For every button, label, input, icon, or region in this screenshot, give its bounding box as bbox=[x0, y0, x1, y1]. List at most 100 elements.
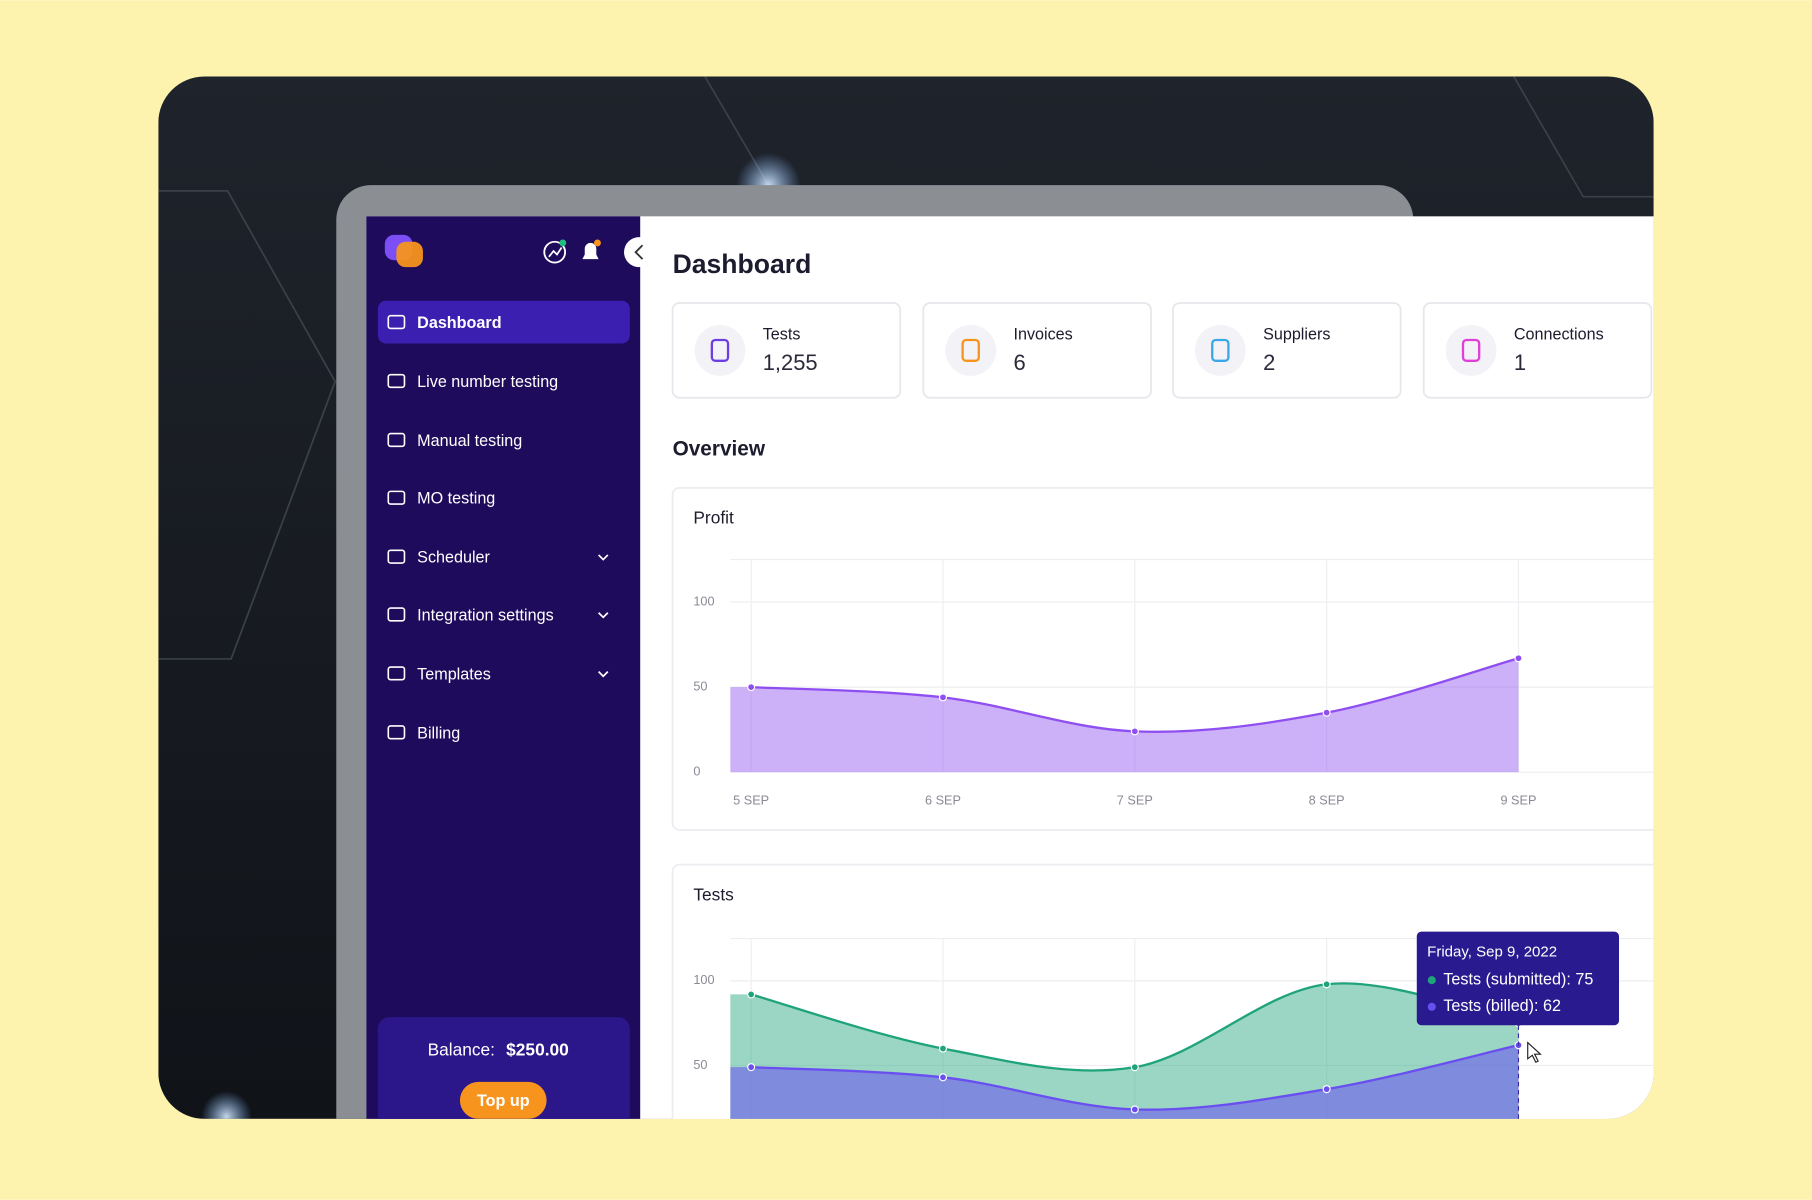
nav-label: Templates bbox=[417, 665, 491, 683]
stat-icon bbox=[961, 338, 980, 362]
top-up-label: Top up bbox=[477, 1092, 530, 1110]
data-point[interactable] bbox=[1322, 708, 1331, 717]
analytics-icon[interactable] bbox=[543, 240, 567, 264]
balance-value: $250.00 bbox=[506, 1039, 569, 1059]
bell-icon[interactable] bbox=[582, 242, 599, 260]
data-point[interactable] bbox=[1514, 654, 1523, 663]
tooltip-swatch bbox=[1427, 976, 1436, 985]
stats: Tests 1,255 Invoices 6 Suppliers 2 Connections… bbox=[671, 302, 1653, 399]
y-tick-label: 0 bbox=[693, 764, 700, 779]
chevron bbox=[597, 554, 609, 561]
stat-icon-bg bbox=[1445, 324, 1497, 376]
stat-icon bbox=[710, 338, 730, 362]
stat-label: Connections bbox=[1514, 326, 1604, 344]
data-point[interactable] bbox=[1322, 980, 1331, 989]
nav-label: Manual testing bbox=[417, 432, 522, 450]
nav-icon bbox=[387, 607, 406, 622]
area-fill bbox=[730, 658, 1519, 773]
tooltip-item: Tests (billed): 62 bbox=[1443, 997, 1561, 1015]
tooltip-swatch bbox=[1427, 1002, 1436, 1011]
stat-card: Connections 1 bbox=[1422, 302, 1653, 399]
nav-item[interactable]: Integration settings bbox=[387, 606, 609, 624]
x-tick-label: 5 SEP bbox=[733, 792, 769, 807]
stat-value: 1 bbox=[1514, 350, 1526, 375]
data-point[interactable] bbox=[938, 693, 948, 702]
data-point[interactable] bbox=[1130, 727, 1139, 736]
nav-item[interactable]: Manual testing bbox=[387, 432, 522, 450]
stat-icon bbox=[1461, 338, 1481, 362]
y-tick-label: 50 bbox=[693, 1057, 707, 1072]
stat-label: Tests bbox=[763, 326, 801, 344]
top-up-button[interactable] bbox=[459, 1081, 547, 1119]
stat-card-bg bbox=[671, 302, 902, 399]
chevron bbox=[597, 671, 609, 678]
chart-title: Profit bbox=[693, 508, 734, 528]
chart-card bbox=[671, 487, 1654, 831]
tooltip-item: Tests (submitted): 75 bbox=[1443, 970, 1593, 988]
stat-label: Invoices bbox=[1013, 326, 1072, 344]
nav-icon bbox=[387, 432, 406, 448]
y-tick-label: 50 bbox=[693, 678, 707, 693]
nav-label: Live number testing bbox=[417, 373, 558, 391]
stat-value: 2 bbox=[1263, 350, 1275, 375]
y-tick-label: 100 bbox=[693, 972, 714, 987]
header-icons bbox=[543, 239, 601, 264]
stat-card: Tests 1,255 bbox=[671, 302, 902, 399]
stat-card-bg bbox=[922, 302, 1152, 399]
nav-item[interactable]: Live number testing bbox=[387, 373, 558, 391]
nav: Dashboard Live number testing Manual testi… bbox=[377, 300, 630, 742]
nav-icon bbox=[387, 666, 406, 681]
nav-icon bbox=[387, 490, 406, 505]
x-tick-label: 7 SEP bbox=[1117, 792, 1153, 807]
data-point[interactable] bbox=[747, 683, 756, 692]
stat-label: Suppliers bbox=[1263, 326, 1330, 344]
card: Dashboard Live number testing Manual testi… bbox=[158, 76, 1654, 1119]
nav-icon bbox=[387, 549, 406, 564]
tooltip-bg bbox=[1416, 931, 1620, 1026]
balance-label: Balance: bbox=[428, 1039, 495, 1059]
data-point[interactable] bbox=[1130, 1105, 1139, 1114]
nav-icon bbox=[387, 373, 406, 389]
stat-card-bg bbox=[1422, 302, 1653, 399]
page-title: Dashboard bbox=[673, 249, 812, 279]
nav-label: Integration settings bbox=[417, 606, 554, 624]
data-point[interactable] bbox=[938, 1073, 948, 1082]
stat-icon-bg bbox=[945, 324, 997, 376]
nav-item[interactable]: Templates bbox=[387, 665, 609, 683]
nav-icon bbox=[387, 725, 406, 740]
section-title: Overview bbox=[673, 437, 766, 460]
sidebar bbox=[366, 216, 641, 1119]
collapse-button[interactable] bbox=[624, 237, 655, 268]
stat-icon-bg bbox=[1194, 324, 1246, 376]
nav-active-bg bbox=[377, 300, 630, 344]
nav-item[interactable]: Scheduler bbox=[387, 549, 609, 567]
data-point[interactable] bbox=[747, 1063, 756, 1072]
stat-value: 6 bbox=[1013, 350, 1025, 375]
nav-item[interactable]: Dashboard bbox=[377, 300, 630, 344]
nav-label: Scheduler bbox=[417, 549, 490, 567]
glow bbox=[201, 1091, 252, 1119]
stat-card: Invoices 6 bbox=[922, 302, 1152, 399]
tooltip-date: Friday, Sep 9, 2022 bbox=[1427, 943, 1557, 960]
data-point[interactable] bbox=[1322, 1085, 1331, 1094]
nav-icon bbox=[387, 314, 406, 330]
chevron bbox=[597, 612, 609, 619]
data-point[interactable] bbox=[1130, 1063, 1139, 1072]
x-tick-label: 8 SEP bbox=[1309, 792, 1345, 807]
x-tick-label: 9 SEP bbox=[1500, 792, 1536, 807]
nav-item[interactable]: MO testing bbox=[387, 490, 495, 508]
nav-item[interactable]: Billing bbox=[387, 724, 460, 742]
stat-icon-bg bbox=[694, 324, 746, 376]
nav-label: Dashboard bbox=[417, 314, 501, 332]
nav-label: Billing bbox=[417, 724, 460, 742]
stat-icon bbox=[1211, 338, 1230, 362]
data-point[interactable] bbox=[938, 1044, 948, 1053]
data-point[interactable] bbox=[747, 990, 756, 999]
logo bbox=[384, 234, 423, 268]
chart-title: Tests bbox=[693, 884, 734, 904]
nav-label: MO testing bbox=[417, 490, 495, 508]
stat-value: 1,255 bbox=[763, 350, 818, 375]
x-tick-label: 6 SEP bbox=[925, 792, 961, 807]
